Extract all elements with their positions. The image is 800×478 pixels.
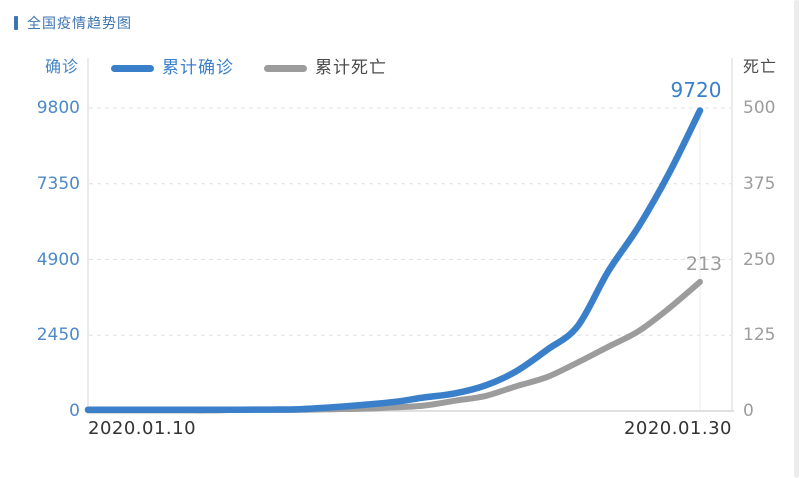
legend-label-deaths: 累计死亡 [315,58,387,78]
page-title: 全国疫情趋势图 [27,16,132,32]
right-axis-tick: 250 [743,249,776,270]
legend-item-confirmed[interactable]: 累计确诊 [111,58,234,78]
left-axis-tick: 9800 [36,98,80,118]
legend-swatch-confirmed [111,64,154,72]
right-axis-tick: 125 [743,325,776,346]
confirmed-end-value: 9720 [670,78,722,102]
series-line-deaths[interactable] [85,278,703,414]
x-axis-label-start: 2020.01.10 [88,418,197,439]
left-axis-tick: 2450 [36,325,80,346]
left-axis-title: 确诊 [44,57,79,76]
gridlines [89,107,732,336]
chart-legend: 累计确诊 累计死亡 [111,58,387,78]
right-axis-tick: 375 [743,173,776,194]
left-axis-tick: 7350 [36,173,80,194]
right-axis-tick: 500 [743,98,776,118]
left-axis-ticks: 0 2450 4900 7350 9800 [0,0,80,478]
legend-swatch-deaths [264,64,307,72]
right-axis-title: 死亡 [743,57,778,76]
legend-item-deaths[interactable]: 累计死亡 [264,58,387,78]
title-accent-bar [14,16,18,30]
left-axis-tick: 4900 [36,249,80,270]
right-axis-ticks: 0 125 250 375 500 [743,0,800,478]
deaths-end-value: 213 [685,253,723,275]
legend-label-confirmed: 累计确诊 [162,58,234,78]
left-axis-tick: 0 [69,401,80,421]
right-axis-tick: 0 [743,401,754,421]
scrollbar-track[interactable] [794,0,799,478]
x-axis-label-end: 2020.01.30 [623,418,732,439]
series-line-confirmed[interactable] [84,107,704,413]
section-header: 全国疫情趋势图 [14,13,132,33]
